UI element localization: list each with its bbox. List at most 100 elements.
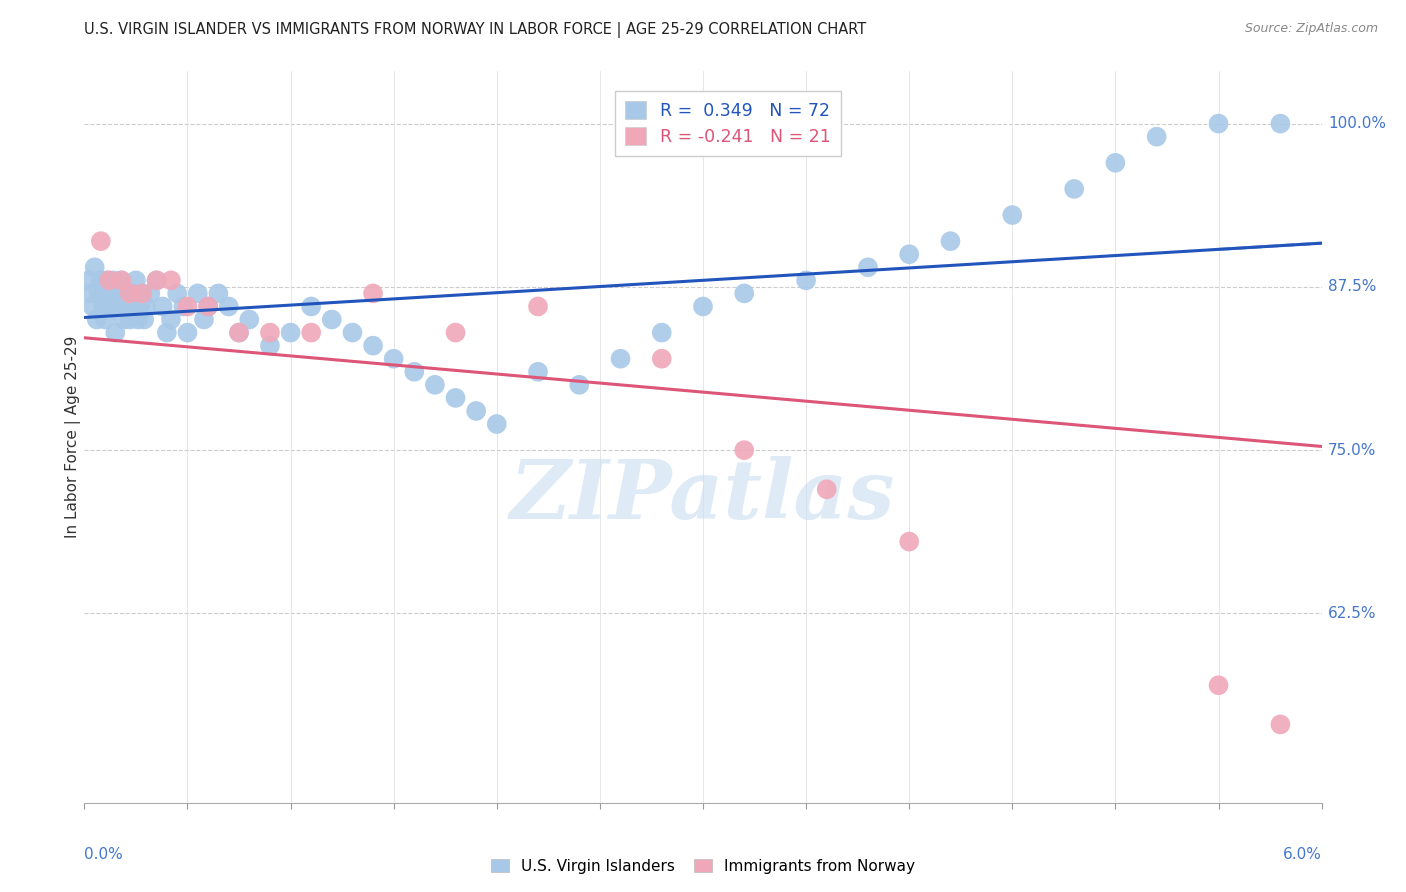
Text: 62.5%: 62.5% [1327, 606, 1376, 621]
Point [527, 300, 550, 314]
Point [105, 286, 128, 301]
Point [77, 273, 100, 287]
Point [176, 326, 198, 340]
Point [176, 300, 198, 314]
Point [568, 377, 591, 392]
Point [139, 286, 162, 301]
Point [1001, 208, 1024, 222]
Point [1063, 182, 1085, 196]
Point [90, 234, 112, 248]
Point [118, 312, 141, 326]
Point [692, 300, 714, 314]
Point [609, 351, 631, 366]
Point [444, 326, 467, 340]
Point [733, 286, 755, 301]
Point [197, 300, 219, 314]
Point [342, 326, 364, 340]
Point [321, 312, 343, 326]
Point [259, 326, 281, 340]
Point [131, 286, 153, 301]
Point [485, 417, 508, 431]
Point [361, 286, 384, 301]
Point [299, 300, 322, 314]
Legend: U.S. Virgin Islanders, Immigrants from Norway: U.S. Virgin Islanders, Immigrants from N… [485, 853, 921, 880]
Point [404, 365, 426, 379]
Point [733, 443, 755, 458]
Point [299, 326, 322, 340]
Point [98, 286, 121, 301]
Point [91, 300, 114, 314]
Point [112, 312, 135, 326]
Point [1270, 717, 1292, 731]
Point [145, 273, 167, 287]
Point [152, 300, 174, 314]
Text: 0.0%: 0.0% [84, 847, 124, 862]
Point [465, 404, 488, 418]
Text: Source: ZipAtlas.com: Source: ZipAtlas.com [1244, 22, 1378, 36]
Point [108, 300, 131, 314]
Point [121, 286, 143, 301]
Point [125, 273, 148, 287]
Point [361, 339, 384, 353]
Text: ZIPatlas: ZIPatlas [510, 456, 896, 535]
Point [172, 300, 194, 314]
Point [193, 312, 215, 326]
Point [898, 534, 921, 549]
Point [187, 286, 209, 301]
Point [110, 273, 132, 287]
Point [117, 300, 139, 314]
Point [103, 273, 125, 287]
Point [197, 300, 219, 314]
Point [1270, 117, 1292, 131]
Point [82, 300, 104, 314]
Point [98, 273, 121, 287]
Point [96, 273, 118, 287]
Point [280, 326, 302, 340]
Point [423, 377, 446, 392]
Point [134, 312, 156, 326]
Point [651, 351, 673, 366]
Point [166, 286, 188, 301]
Point [160, 312, 183, 326]
Point [135, 300, 157, 314]
Point [160, 273, 183, 287]
Point [939, 234, 962, 248]
Point [127, 312, 149, 326]
Point [444, 391, 467, 405]
Point [129, 300, 152, 314]
Point [382, 351, 405, 366]
Point [794, 273, 817, 287]
Point [118, 286, 141, 301]
Point [228, 326, 250, 340]
Point [87, 286, 110, 301]
Legend: R =  0.349   N = 72, R = -0.241   N = 21: R = 0.349 N = 72, R = -0.241 N = 21 [614, 91, 841, 156]
Text: 100.0%: 100.0% [1327, 116, 1386, 131]
Point [94, 312, 117, 326]
Point [83, 260, 105, 275]
Point [1208, 117, 1230, 131]
Point [856, 260, 879, 275]
Point [218, 300, 240, 314]
Point [1146, 129, 1168, 144]
Point [238, 312, 260, 326]
Point [79, 286, 101, 301]
Text: U.S. VIRGIN ISLANDER VS IMMIGRANTS FROM NORWAY IN LABOR FORCE | AGE 25-29 CORREL: U.S. VIRGIN ISLANDER VS IMMIGRANTS FROM … [84, 22, 866, 38]
Point [815, 483, 838, 497]
Point [122, 300, 145, 314]
Point [86, 312, 108, 326]
Point [104, 326, 127, 340]
Text: 75.0%: 75.0% [1327, 442, 1376, 458]
Text: 6.0%: 6.0% [1282, 847, 1322, 862]
Point [898, 247, 921, 261]
Point [651, 326, 673, 340]
Point [114, 286, 136, 301]
Point [156, 326, 179, 340]
Point [100, 300, 122, 314]
Point [110, 273, 132, 287]
Point [145, 273, 167, 287]
Point [527, 365, 550, 379]
Point [90, 273, 112, 287]
Point [207, 286, 229, 301]
Text: 87.5%: 87.5% [1327, 279, 1376, 294]
Point [1208, 678, 1230, 692]
